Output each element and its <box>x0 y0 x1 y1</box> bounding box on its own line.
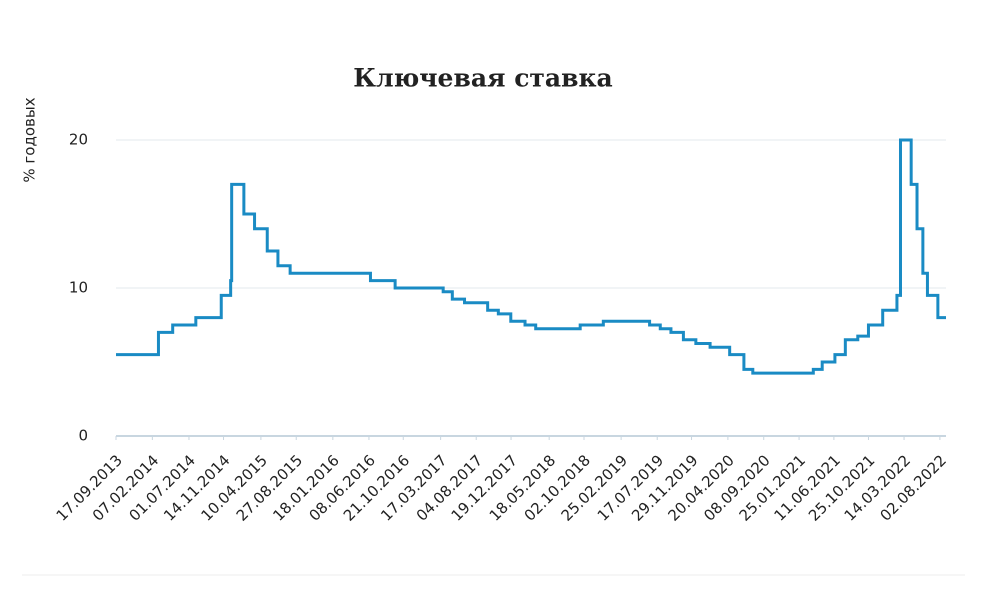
y-tick-label: 0 <box>78 427 88 445</box>
y-tick-label: 20 <box>69 131 88 149</box>
y-tick-label: 10 <box>69 279 88 297</box>
y-axis-label: % годовых <box>21 97 39 182</box>
chart-title: Ключевая ставка <box>353 64 613 93</box>
data-line <box>116 138 946 375</box>
